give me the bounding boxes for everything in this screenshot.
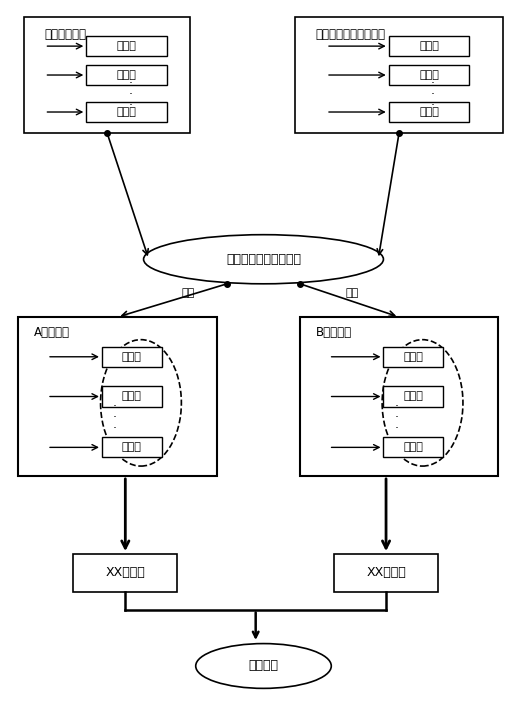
Text: ·
·
·: · · · [395,400,398,435]
FancyBboxPatch shape [73,554,178,592]
Text: 遥信组: 遥信组 [404,352,423,362]
FancyBboxPatch shape [384,387,443,407]
Text: ·
·
·: · · · [431,76,435,111]
Text: A远传点表: A远传点表 [34,326,70,339]
Text: 遥信组: 遥信组 [122,352,142,362]
FancyBboxPatch shape [300,317,498,476]
Text: 遥调组: 遥调组 [122,443,142,452]
Text: 选择: 选择 [346,288,359,298]
FancyBboxPatch shape [24,17,190,132]
FancyBboxPatch shape [388,36,470,56]
Text: 遥测组: 遥测组 [116,70,136,80]
FancyBboxPatch shape [295,17,503,132]
FancyBboxPatch shape [334,554,438,592]
FancyBboxPatch shape [388,65,470,85]
Text: ·
·
·: · · · [129,76,132,111]
Ellipse shape [143,234,384,284]
Text: 遥调组: 遥调组 [404,443,423,452]
Text: 遥测组: 遥测组 [419,70,439,80]
FancyBboxPatch shape [86,65,167,85]
Text: XX信号组: XX信号组 [366,566,406,579]
Text: 选择: 选择 [181,288,194,298]
Ellipse shape [196,644,331,689]
Text: 遥信组: 遥信组 [419,41,439,51]
FancyBboxPatch shape [384,347,443,367]
Text: B远传点表: B远传点表 [316,326,352,339]
Text: 遥测组: 遥测组 [122,392,142,402]
Text: 历史时间断面远传点表: 历史时间断面远传点表 [316,28,386,41]
Text: 遥调组: 遥调组 [419,107,439,117]
Text: 遥信组: 遥信组 [116,41,136,51]
FancyBboxPatch shape [102,387,162,407]
Text: 遥调组: 遥调组 [116,107,136,117]
FancyBboxPatch shape [86,102,167,122]
FancyBboxPatch shape [102,438,162,457]
FancyBboxPatch shape [86,36,167,56]
Text: 点表比对: 点表比对 [249,660,278,673]
Text: 遥测组: 遥测组 [404,392,423,402]
Text: 当前远传点表: 当前远传点表 [44,28,86,41]
FancyBboxPatch shape [388,102,470,122]
Ellipse shape [101,340,181,466]
Text: XX信号组: XX信号组 [105,566,145,579]
FancyBboxPatch shape [384,438,443,457]
FancyBboxPatch shape [102,347,162,367]
Ellipse shape [382,340,463,466]
Text: 可供选择的远传点表集: 可供选择的远传点表集 [226,253,301,266]
Text: ·
·
·: · · · [113,400,117,435]
FancyBboxPatch shape [18,317,217,476]
